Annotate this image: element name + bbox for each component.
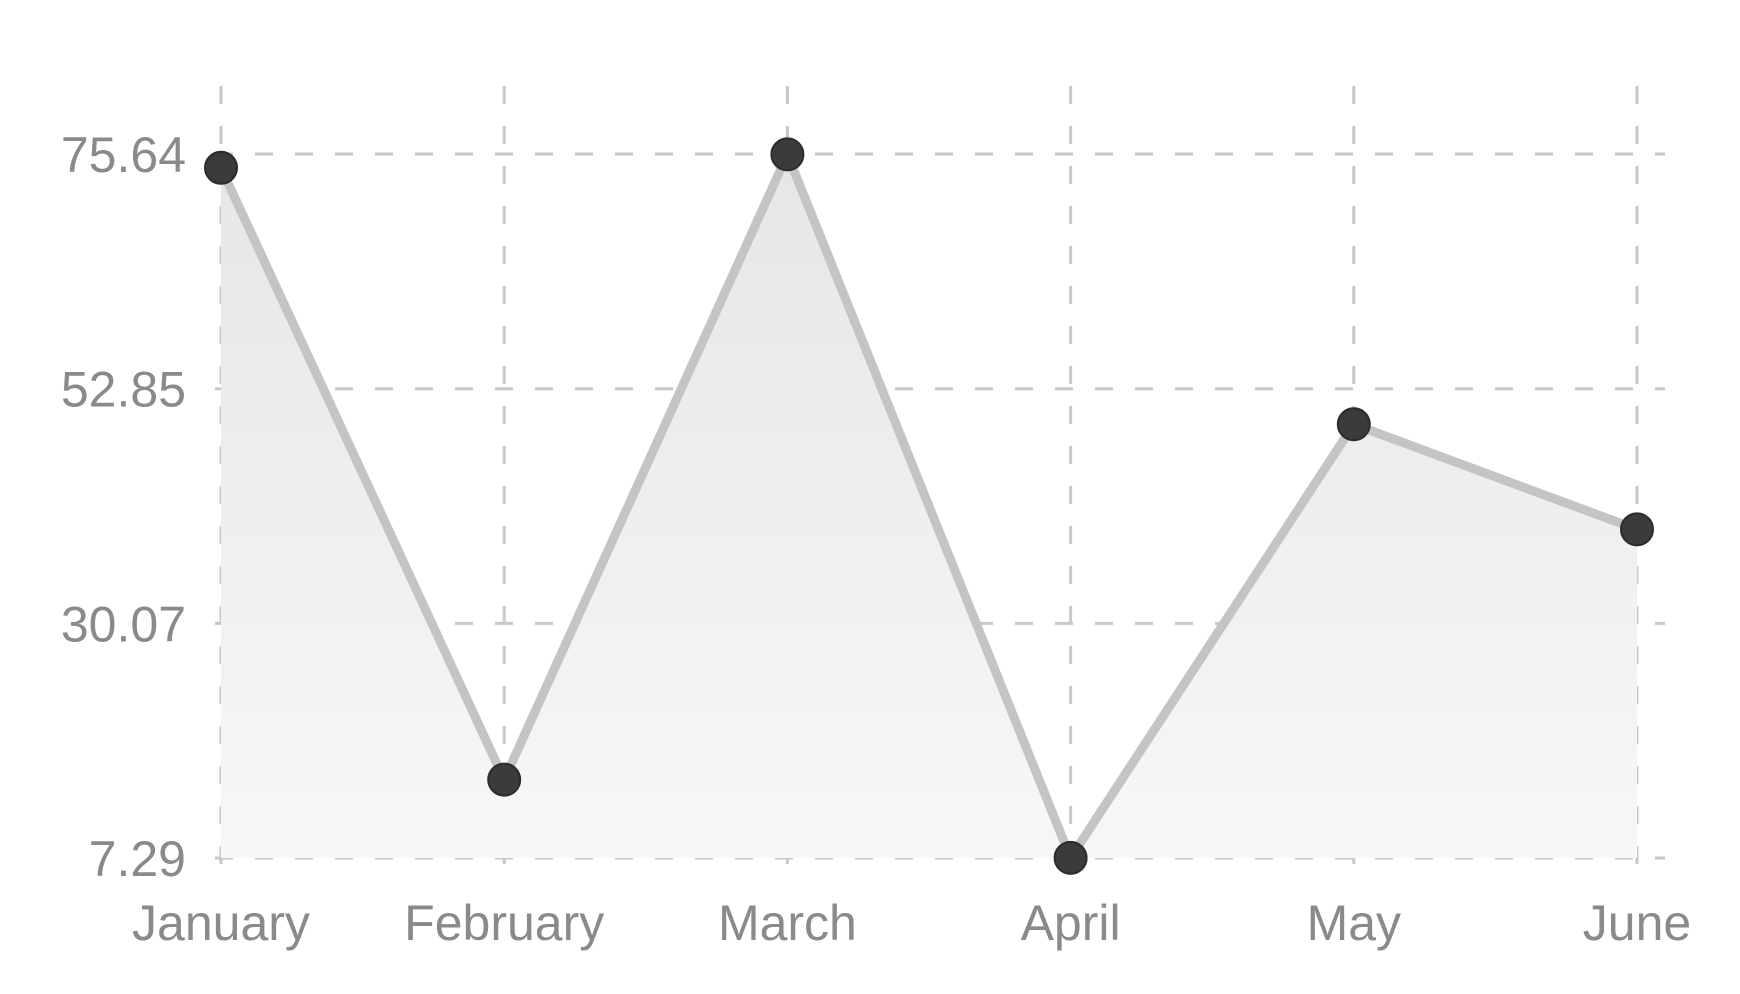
x-tick-label: February <box>404 895 604 951</box>
series-line <box>216 149 1642 863</box>
y-axis-ticks: 7.29 30.07 52.85 75.64 <box>61 127 186 887</box>
data-point-april[interactable] <box>1053 840 1088 875</box>
x-axis-ticks: January February March April May June <box>132 895 1691 951</box>
data-point-march[interactable] <box>770 137 805 172</box>
x-tick-label: March <box>718 895 857 951</box>
y-tick-label: 75.64 <box>61 127 186 183</box>
x-tick-label: May <box>1307 895 1401 951</box>
data-point-january[interactable] <box>204 150 238 185</box>
data-point-february[interactable] <box>487 762 522 797</box>
x-tick-label: January <box>132 895 310 951</box>
x-tick-label: April <box>1021 895 1121 951</box>
y-tick-label: 30.07 <box>61 596 186 652</box>
x-tick-label: June <box>1583 895 1691 951</box>
y-tick-label: 52.85 <box>61 362 186 418</box>
data-point-june[interactable] <box>1620 512 1654 547</box>
data-point-may[interactable] <box>1336 407 1371 442</box>
y-tick-label: 7.29 <box>89 831 186 887</box>
data-points <box>204 137 1654 875</box>
